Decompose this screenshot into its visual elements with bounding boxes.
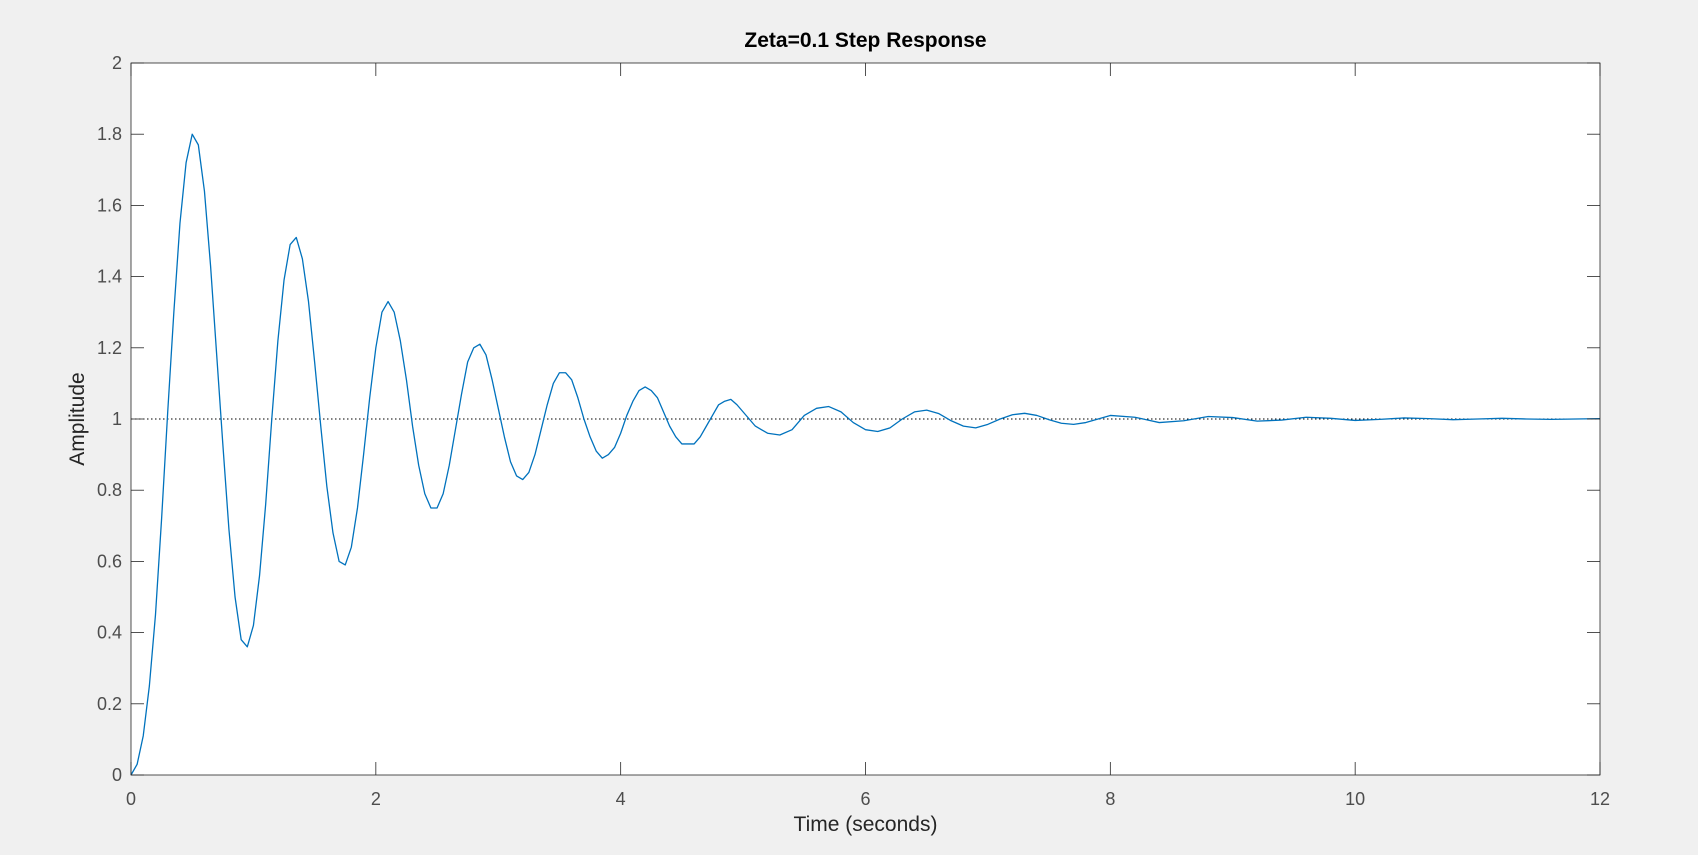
x-tick-label: 10 (1345, 789, 1365, 809)
y-axis-label: Amplitude (66, 372, 89, 465)
y-tick-label: 0 (112, 765, 122, 785)
x-tick-label: 12 (1590, 789, 1610, 809)
y-axis: 0 0.2 0.4 0.6 0.8 1 1.2 1.4 1.6 1.8 2 (97, 53, 1600, 785)
x-axis: 0 2 4 6 8 10 12 (126, 63, 1610, 809)
series-line-0 (130, 133, 1601, 776)
x-tick-label: 4 (616, 789, 626, 809)
x-axis-label: Time (seconds) (794, 813, 938, 836)
y-tick-label: 1.8 (97, 124, 122, 144)
x-tick-label: 8 (1105, 789, 1115, 809)
y-tick-label: 0.2 (97, 694, 122, 714)
y-tick-label: 1.2 (97, 338, 122, 358)
series-layer (130, 133, 1601, 776)
y-tick-label: 0.4 (97, 623, 122, 643)
x-tick-label: 6 (860, 789, 870, 809)
y-tick-label: 1.4 (97, 267, 122, 287)
y-tick-label: 0.8 (97, 480, 122, 500)
x-tick-label: 2 (371, 789, 381, 809)
y-tick-label: 1.6 (97, 195, 122, 215)
y-tick-label: 1 (112, 409, 122, 429)
y-tick-label: 2 (112, 53, 122, 73)
chart-title: Zeta=0.1 Step Response (744, 29, 986, 52)
y-tick-label: 0.6 (97, 551, 122, 571)
x-tick-label: 0 (126, 789, 136, 809)
